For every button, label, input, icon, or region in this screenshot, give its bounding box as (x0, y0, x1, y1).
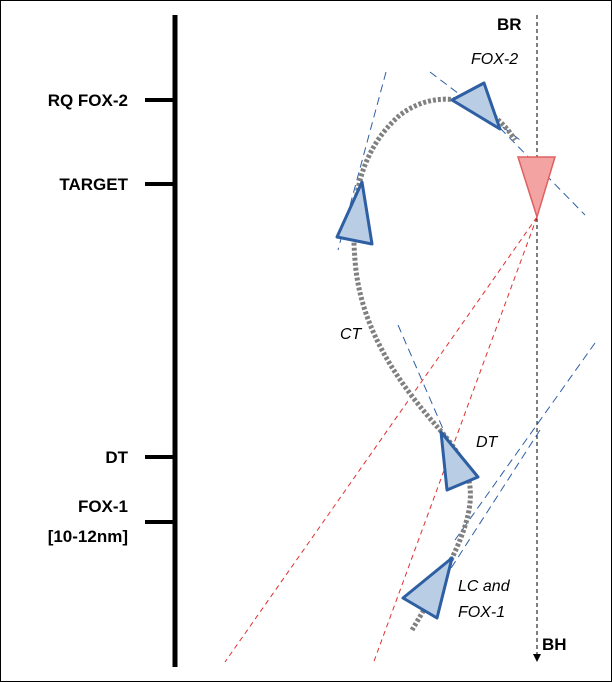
flight-path (351, 96, 518, 632)
timeline-label: [10-12nm] (48, 527, 128, 546)
red-lines (224, 216, 538, 665)
fighter (335, 180, 374, 246)
timeline-label: DT (105, 448, 128, 467)
sight-line (372, 216, 538, 665)
sight-line (436, 429, 541, 591)
sight-line (337, 71, 387, 251)
path-label: FOX-1 (458, 604, 505, 621)
sight-line (224, 216, 538, 663)
path-label: FOX-2 (471, 51, 518, 68)
sight-line (454, 342, 596, 541)
path-label: CT (340, 326, 363, 343)
timeline-label: RQ FOX-2 (48, 91, 128, 110)
timeline-label: FOX-1 (78, 497, 128, 516)
fighter (439, 430, 480, 492)
sight-line (397, 324, 451, 446)
aircraft (335, 81, 502, 620)
sight-line (499, 127, 586, 216)
path-label: DT (476, 434, 499, 451)
path-label: LC and (458, 578, 511, 595)
timeline-label: TARGET (59, 175, 128, 194)
axis-label: BR (497, 15, 522, 34)
fighter (450, 81, 502, 131)
axis-label: BH (542, 635, 567, 654)
fighter (401, 556, 454, 620)
target (516, 156, 557, 220)
